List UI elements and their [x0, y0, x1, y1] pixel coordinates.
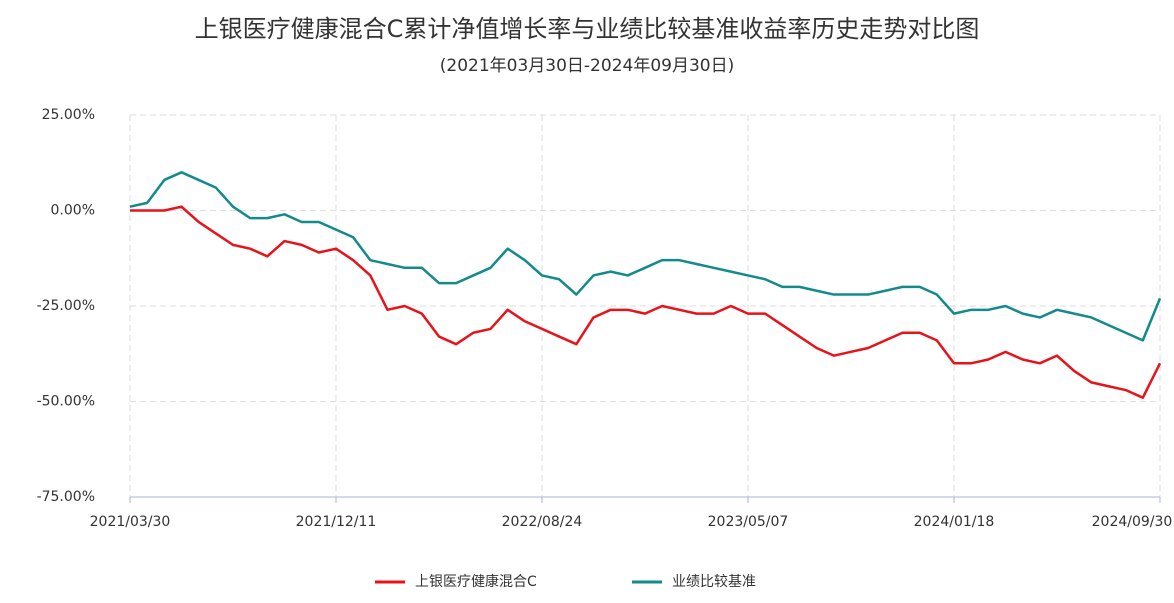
x-tick-label: 2024/01/18 [914, 514, 995, 530]
legend-label: 业绩比较基准 [672, 573, 756, 590]
x-tick-label: 2021/12/11 [296, 514, 377, 530]
y-tick-label: 0.00% [51, 203, 95, 219]
y-tick-label: 25.00% [42, 107, 95, 123]
series-line [130, 205, 1162, 399]
y-tick-label: -50.00% [37, 394, 95, 410]
chart-subtitle: (2021年03月30日-2024年09月30日) [440, 56, 734, 76]
legend-label: 上银医疗健康混合C [415, 573, 537, 590]
series-line [129, 171, 1162, 342]
x-tick-label: 2023/05/07 [708, 514, 789, 530]
chart-title: 上银医疗健康混合C累计净值增长率与业绩比较基准收益率历史走势对比图 [195, 15, 980, 43]
x-tick-label: 2021/03/30 [90, 514, 171, 530]
y-tick-label: -75.00% [37, 489, 95, 505]
y-tick-label: -25.00% [37, 298, 95, 314]
x-tick-label: 2022/08/24 [502, 514, 583, 530]
x-tick-label: 2024/09/30 [1092, 514, 1173, 530]
